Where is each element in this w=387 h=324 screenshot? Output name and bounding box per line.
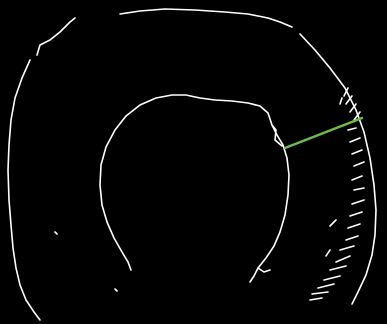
striation-mark — [345, 95, 353, 105]
striation-mark — [335, 255, 351, 263]
right-striation-marks — [309, 87, 365, 301]
striation-mark — [347, 127, 357, 131]
outer-ring-left-contour — [7, 59, 41, 321]
striation-mark — [345, 235, 359, 241]
striation-mark — [353, 111, 361, 121]
striation-mark — [323, 275, 341, 281]
striation-mark — [311, 291, 329, 295]
inner-head-right-notch — [271, 124, 283, 147]
inner-head-bottom-branch — [249, 267, 271, 283]
outer-ring-top-left-contour — [36, 17, 76, 56]
small-edge-fragment — [114, 288, 118, 292]
inner-head-contour — [99, 94, 290, 271]
striation-mark — [351, 149, 363, 155]
striation-mark — [339, 245, 355, 251]
small-edge-fragment — [54, 231, 58, 235]
striation-mark — [349, 103, 357, 113]
striation-mark — [339, 97, 343, 105]
striation-mark — [325, 249, 331, 257]
striation-mark — [349, 211, 363, 217]
striation-mark — [351, 199, 365, 205]
striation-mark — [349, 137, 361, 143]
striation-mark — [309, 297, 323, 301]
striation-mark — [343, 87, 349, 97]
striation-mark — [353, 161, 365, 167]
striation-mark — [317, 283, 335, 289]
striation-mark — [351, 175, 363, 181]
striation-mark — [329, 265, 347, 271]
striation-mark — [329, 219, 337, 227]
measurement-line — [283, 116, 364, 150]
striation-mark — [353, 187, 365, 191]
outer-ring-right-contour — [299, 33, 377, 305]
striation-mark — [347, 223, 361, 229]
outer-ring-top-contour — [119, 8, 293, 28]
